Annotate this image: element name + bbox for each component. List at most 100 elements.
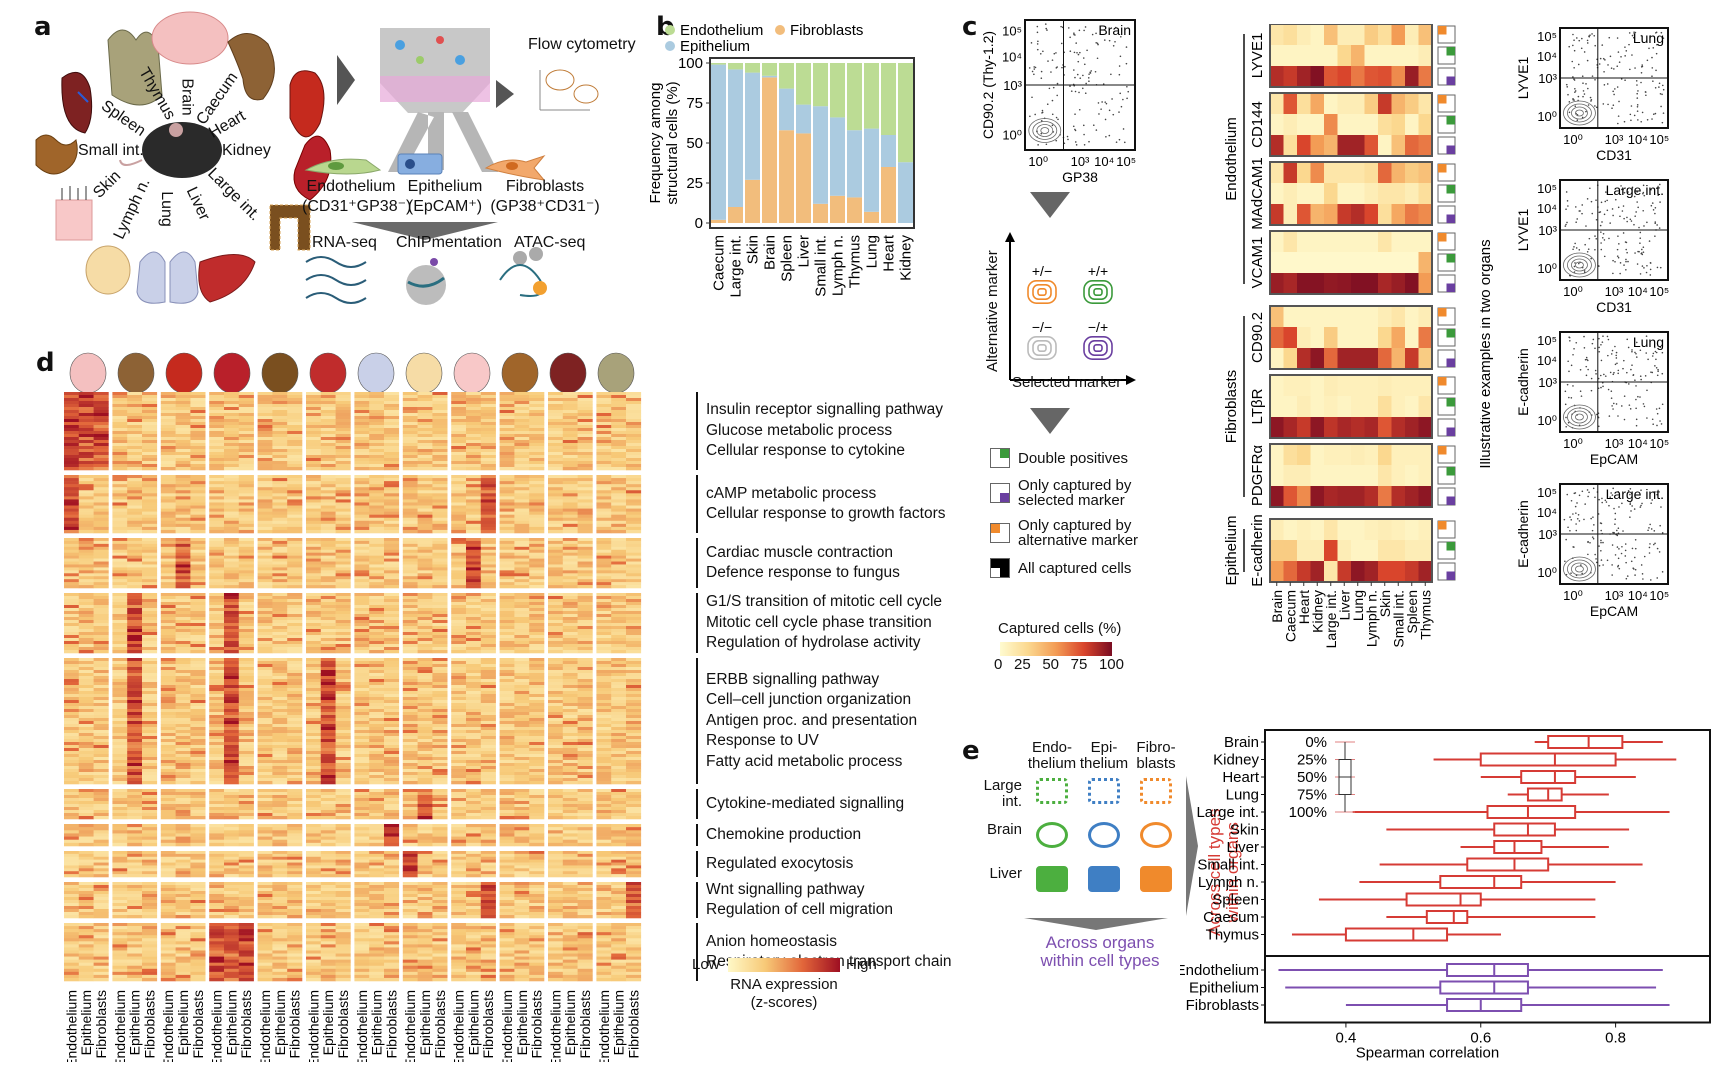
heatmap-cell xyxy=(417,585,433,589)
heatmap-cell xyxy=(354,567,370,571)
heatmap-cell xyxy=(224,778,240,782)
heatmap-cell xyxy=(499,467,515,471)
heatmap-cell xyxy=(112,579,128,583)
heatmap-cell xyxy=(369,458,385,462)
heatmap-cell xyxy=(1337,486,1351,507)
bar-segment-epithelium xyxy=(881,135,896,167)
heatmap-cell xyxy=(320,449,336,453)
heatmap-cell xyxy=(480,443,496,447)
heatmap-cell xyxy=(577,555,593,559)
heatmap-cell xyxy=(257,496,273,500)
heatmap-cell xyxy=(93,582,109,586)
heatmap-cell xyxy=(127,751,143,755)
flow-event xyxy=(1595,106,1598,109)
heatmap-cell xyxy=(190,520,206,525)
heatmap-cell xyxy=(287,478,303,482)
heatmap-cell xyxy=(190,638,206,642)
heatmap-cell xyxy=(287,464,303,468)
heatmap-cell xyxy=(64,392,80,396)
heatmap-cell xyxy=(112,496,128,500)
flow-event xyxy=(1590,100,1592,102)
heatmap-cell xyxy=(127,685,143,689)
heatmap-cell xyxy=(320,602,336,606)
flow-event xyxy=(1623,418,1626,421)
heatmap-cell xyxy=(1405,273,1419,294)
heatmap-cell xyxy=(1310,519,1324,540)
heatmap-cell xyxy=(514,502,530,506)
heatmap-cell xyxy=(142,745,158,749)
heatmap-cell xyxy=(238,410,254,414)
heatmap-cell xyxy=(1324,540,1338,561)
heatmap-cell xyxy=(93,620,109,624)
heatmap-cell xyxy=(272,546,288,551)
heatmap-cell xyxy=(257,670,273,674)
heatmap-cell xyxy=(93,670,109,674)
flow-event xyxy=(1585,83,1587,85)
heatmap-cell xyxy=(402,505,418,509)
heatmap-cell xyxy=(160,407,176,411)
heatmap-cell xyxy=(417,558,433,562)
flow-event xyxy=(1582,82,1584,84)
heatmap-cell xyxy=(224,446,240,450)
heatmap-cell xyxy=(1378,273,1392,294)
heatmap-cell xyxy=(354,564,370,568)
heatmap-cell xyxy=(1297,231,1311,252)
heatmap-cell xyxy=(596,585,612,589)
heatmap-cell xyxy=(562,623,578,627)
heatmap-cell xyxy=(238,419,254,423)
column-label: Lymph n. xyxy=(1363,590,1379,647)
heatmap-cell xyxy=(1337,561,1351,582)
heatmap-cell xyxy=(577,449,593,453)
heatmap-cell xyxy=(112,664,128,668)
heatmap-cell xyxy=(354,407,370,411)
flow-event xyxy=(1114,40,1116,43)
heatmap-cell xyxy=(209,670,225,674)
heatmap-cell xyxy=(514,529,530,534)
heatmap-cell xyxy=(64,511,80,515)
heatmap-cell xyxy=(480,632,496,636)
heatmap-cell xyxy=(127,691,143,695)
heatmap-cell xyxy=(238,644,254,648)
flow-event xyxy=(1652,352,1655,355)
heatmap-cell xyxy=(160,419,176,423)
heatmap-cell xyxy=(529,443,545,447)
heatmap-cell xyxy=(577,461,593,465)
heatmap-cell xyxy=(112,641,128,645)
heatmap-cell xyxy=(466,413,482,417)
heatmap-cell xyxy=(112,538,128,542)
heatmap-cell xyxy=(432,398,448,402)
heatmap-cell xyxy=(402,605,418,609)
heatmap-cell xyxy=(287,561,303,565)
heatmap-cell xyxy=(596,484,612,488)
organ-icon-heart xyxy=(165,352,203,394)
heatmap-cell xyxy=(257,599,273,603)
heatmap-cell xyxy=(127,644,143,648)
heatmap-cell xyxy=(499,449,515,453)
heatmap-cell xyxy=(224,413,240,417)
heatmap-cell xyxy=(238,703,254,707)
heatmap-cell xyxy=(480,540,496,545)
flow-event xyxy=(1660,506,1662,508)
heatmap-cell xyxy=(224,647,240,651)
heatmap-cell xyxy=(127,428,143,432)
heatmap-cell xyxy=(209,478,225,482)
heatmap-cell xyxy=(626,629,642,633)
heatmap-cell xyxy=(93,661,109,665)
flow-event xyxy=(1094,70,1097,73)
heatmap-cell xyxy=(596,520,612,525)
heatmap-cell xyxy=(93,540,109,545)
heatmap-cell xyxy=(272,676,288,680)
heatmap-cell xyxy=(160,449,176,453)
heatmap-cell xyxy=(238,452,254,456)
heatmap-cell xyxy=(596,449,612,453)
flow-event xyxy=(1595,238,1598,240)
flow-event xyxy=(1040,132,1043,135)
flow-event xyxy=(1079,51,1081,54)
heatmap-cell xyxy=(320,440,336,444)
heatmap-cell xyxy=(596,576,612,580)
heatmap-cell xyxy=(577,573,593,577)
heatmap-cell xyxy=(257,555,273,559)
heatmap-cell xyxy=(257,724,273,728)
flow-event xyxy=(1579,368,1582,371)
heatmap-cell xyxy=(354,425,370,429)
